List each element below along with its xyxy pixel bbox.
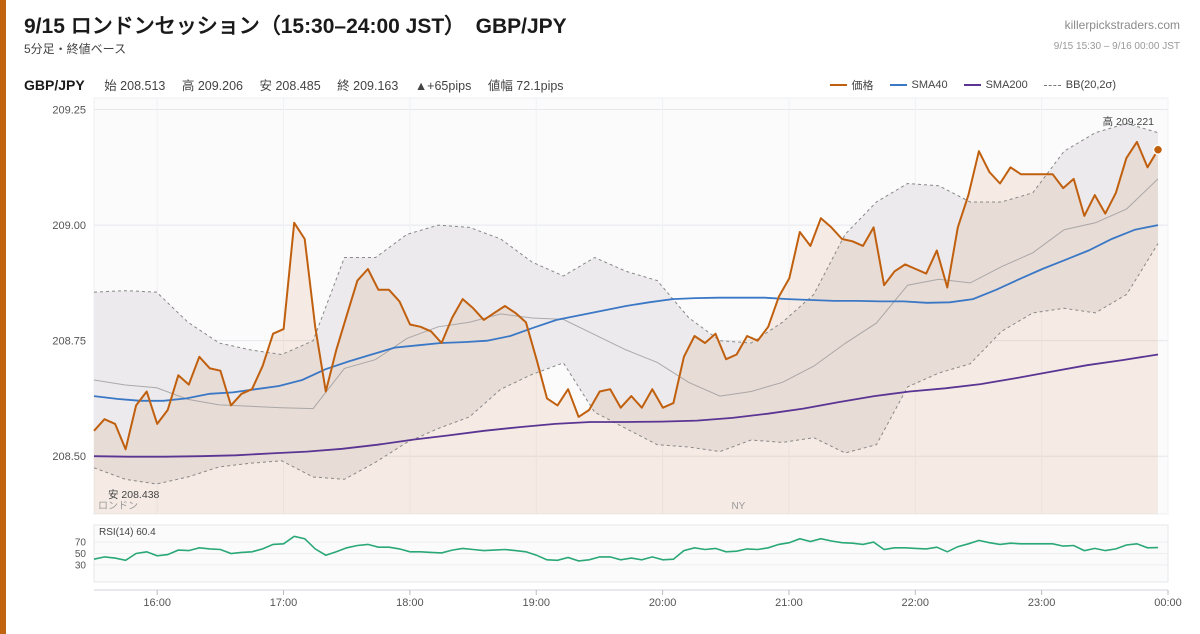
legend-sma200: SMA200: [963, 79, 1028, 91]
stats-width: 値幅 72.1pips: [487, 79, 564, 93]
page-subtitle: 5分足・終値ベース: [24, 42, 127, 56]
legend-price-label: 価格: [851, 80, 874, 92]
legend-sma200-swatch: [963, 84, 981, 86]
legend-bb-swatch: [1043, 84, 1061, 86]
rsi-line: [93, 535, 1159, 562]
bb-lower-line: [93, 243, 1159, 485]
legend-sma200-label: SMA200: [985, 79, 1028, 91]
rsi-tick-label-0: 70: [75, 538, 87, 549]
stats-pair: GBP/JPY: [24, 77, 85, 93]
sma200-line: [93, 353, 1159, 458]
legend-price-swatch: [829, 84, 847, 86]
y-tick-label-1: 209.00: [52, 220, 86, 232]
site-name: killerpickstraders.com: [1064, 18, 1180, 32]
stats-bar: GBP/JPY 始 208.513 高 209.206 安 208.485 終 …: [24, 75, 577, 94]
bb-middle-line: [93, 178, 1159, 410]
x-tick-label-6: 22:00: [902, 597, 930, 609]
price-line: [93, 140, 1159, 451]
sma40-line: [93, 224, 1159, 402]
x-tick-label-4: 20:00: [649, 597, 677, 609]
legend: 価格 SMA40 SMA200 BB(20,2σ): [829, 77, 1116, 93]
legend-sma40-label: SMA40: [911, 79, 948, 91]
high-annotation: 高 209.221: [1103, 115, 1155, 128]
accent-bar: [0, 0, 6, 634]
low-annotation: 安 208.438: [108, 488, 160, 501]
stats-close: 終 209.163: [337, 79, 399, 93]
legend-sma40-swatch: [889, 84, 907, 86]
x-tick-label-0: 16:00: [143, 597, 171, 609]
x-tick-label-5: 21:00: [775, 597, 803, 609]
x-tick-label-2: 18:00: [396, 597, 424, 609]
legend-bb-label: BB(20,2σ): [1065, 79, 1116, 91]
rsi-tick-label-1: 50: [75, 549, 87, 560]
price-area-fill: [94, 141, 1158, 514]
rsi-title: RSI(14) 60.4: [99, 527, 156, 538]
legend-bb: BB(20,2σ): [1043, 79, 1116, 91]
y-tick-label-3: 208.50: [52, 451, 86, 463]
x-tick-label-3: 19:00: [522, 597, 550, 609]
rsi-tick-label-2: 30: [75, 560, 87, 571]
page-title: 9/15 ロンドンセッション（15:30–24:00 JST） GBP/JPY: [24, 15, 567, 38]
last-price-dot: [1152, 144, 1164, 156]
session-label-ny: NY: [731, 501, 745, 512]
x-tick-label-7: 23:00: [1028, 597, 1056, 609]
legend-price: 価格: [829, 77, 874, 93]
legend-sma40: SMA40: [889, 79, 948, 91]
session-label-london: ロンドン: [98, 501, 138, 512]
y-tick-label-2: 208.75: [52, 336, 86, 348]
bb-upper-line: [93, 122, 1159, 356]
y-tick-label-0: 209.25: [52, 105, 86, 117]
date-range: 9/15 15:30 – 9/16 00:00 JST: [1053, 41, 1180, 52]
x-tick-label-8: 00:00: [1154, 597, 1182, 609]
stats-change: ▲+65pips: [414, 79, 472, 93]
x-tick-label-1: 17:00: [270, 597, 298, 609]
stats-low: 安 208.485: [259, 79, 321, 93]
stats-high: 高 209.206: [181, 79, 244, 93]
stats-open: 始 208.513: [104, 79, 166, 93]
